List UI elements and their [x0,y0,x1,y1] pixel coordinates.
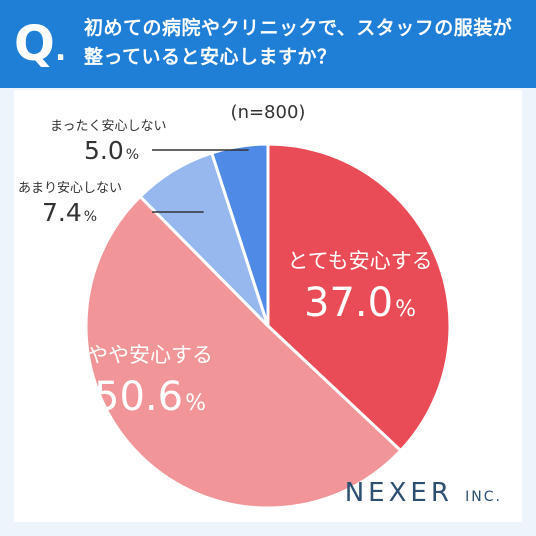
slice-value-1: 50.6% [94,374,206,420]
header-banner: Q. 初めての病院やクリニックで、スタッフの服装が 整っていると安心しますか？ [0,0,536,88]
slice-label-0: とても安心する [287,249,432,273]
slice-value-0: 37.0% [304,280,416,326]
pie-chart: (n=800) とても安心する 37.0% やや安心する 50.6% あまり安心しない 7.… [18,102,452,510]
q-mark: Q. [14,16,67,72]
brand-logo: NEXER INC. [344,478,502,508]
slice-label-1: やや安心する [87,343,213,367]
chart-panel: (n=800) とても安心する 37.0% やや安心する 50.6% あまり安心しない 7.… [14,90,522,522]
pie-slice-1 [84,195,403,510]
pie-slice-3 [210,142,270,328]
question-line-1: 初めての病院やクリニックで、スタッフの服装が [84,17,513,39]
slice-label-2: あまり安心しない [18,181,122,196]
slice-value-2: 7.4% [42,198,97,227]
pie-slice-0 [266,142,452,453]
slice-label-3: まったく安心しない [50,119,166,134]
question-line-2: 整っていると安心しますか？ [84,46,337,68]
question-text: 初めての病院やクリニックで、スタッフの服装が 整っていると安心しますか？ [84,14,524,72]
sample-size-label: (n=800) [231,102,306,123]
slice-value-3: 5.0% [84,136,139,165]
